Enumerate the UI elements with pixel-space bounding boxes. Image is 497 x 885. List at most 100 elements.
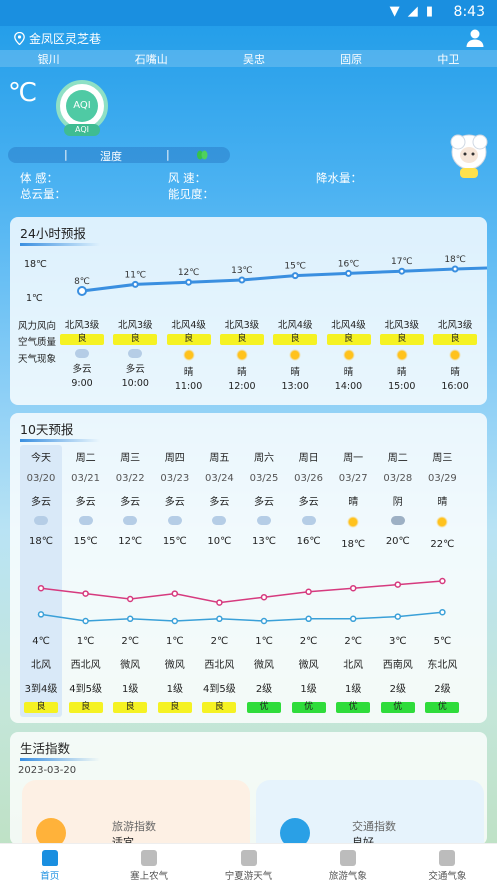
- hourly-aq-badge: 良: [166, 334, 211, 345]
- hourly-aq-badge: 良: [219, 334, 264, 345]
- daily-aq-row: 良: [108, 701, 152, 713]
- daily-aq-badge: 良: [24, 702, 58, 713]
- daily-date: 03/27: [338, 473, 368, 484]
- hourly-wind: 北风3级: [64, 320, 100, 331]
- city-tab-3[interactable]: 固原: [340, 52, 363, 66]
- daily-wind-level: 2级: [434, 684, 451, 695]
- daily-wind-dir: 西北风: [70, 660, 101, 671]
- user-profile-icon[interactable]: [465, 28, 485, 48]
- status-bar: ▼ ◢ ▮ 8:43: [0, 0, 497, 26]
- location-selector[interactable]: 金凤区灵芝巷: [14, 30, 101, 47]
- hourly-weather: 晴: [290, 367, 300, 378]
- daily-day: 周三: [432, 453, 453, 464]
- tab-label: 宁夏游天气: [224, 871, 273, 882]
- hourly-temp-label: 17℃: [391, 257, 413, 267]
- daily-wind-level: 2级: [255, 684, 273, 695]
- daily-day: 周一: [343, 453, 364, 464]
- hourly-icon-wrap: [110, 349, 160, 361]
- hourly-aq-badge: 良: [273, 334, 318, 345]
- sun-icon: [395, 349, 408, 361]
- daily-wind-level: 1级: [122, 684, 139, 695]
- hourly-weather: 多云: [72, 364, 92, 375]
- hourly-forecast-card: 24小时预报 18℃ 1℃ 风力风向 空气质量 天气现象 8℃ 11℃ 12℃ 13℃…: [10, 217, 487, 405]
- hourly-temp-point: [185, 278, 193, 286]
- daily-wind-level: 4到5级: [69, 684, 102, 695]
- hourly-time: 15:00: [388, 381, 416, 392]
- humidity-label: 湿度: [100, 150, 122, 163]
- hourly-weather: 晴: [237, 367, 247, 378]
- row-label-weather: 天气现象: [18, 354, 57, 365]
- daily-low-point: [37, 611, 45, 618]
- daily-wind-level: 1级: [300, 684, 317, 695]
- daily-high: 12℃: [118, 536, 143, 547]
- city-tab-0[interactable]: 银川: [37, 52, 60, 66]
- daily-low-point: [260, 617, 268, 625]
- hourly-temp-label: 15℃: [284, 262, 306, 272]
- bottom-tab-bar: 首页 塞上农气 宁夏游天气 旅游气象 交通气象: [0, 843, 497, 885]
- daily-wind-level: 3到4级: [24, 684, 58, 695]
- tab-home[interactable]: 首页: [0, 844, 99, 885]
- daily-aq-badge: 良: [113, 702, 148, 713]
- hourly-col: 北风3级良多云 9:00: [57, 317, 107, 389]
- status-time: 8:43: [453, 4, 485, 20]
- hourly-col: 北风3级良晴 12:00: [217, 317, 267, 392]
- daily-wind-dir: 微风: [298, 660, 319, 671]
- daily-date: 03/21: [71, 473, 100, 484]
- hourly-icon-wrap: [164, 349, 214, 364]
- visibility: 能见度：: [168, 187, 214, 201]
- daily-low-point: [394, 613, 402, 620]
- daily-aq-badge: 良: [68, 702, 103, 713]
- daily-date: 03/26: [294, 473, 323, 484]
- city-tab-4[interactable]: 中卫: [437, 52, 460, 66]
- daily-wind-dir: 微风: [254, 660, 274, 671]
- daily-low-point: [126, 615, 134, 623]
- daily-low-point: [216, 615, 223, 623]
- tab-travel[interactable]: 旅游气象: [298, 844, 397, 885]
- daily-day: 周二: [387, 453, 408, 464]
- daily-high: 15℃: [73, 536, 98, 547]
- daily-high-point: [82, 590, 89, 597]
- hourly-wind: 北风3级: [118, 320, 153, 331]
- hourly-wind: 北风3级: [384, 320, 420, 331]
- life-date: 2023-03-20: [18, 765, 77, 776]
- daily-high-point: [171, 590, 179, 597]
- daily-icon-wrap: [64, 516, 108, 528]
- hourly-icon-wrap: [57, 349, 107, 361]
- daily-date: 03/24: [204, 473, 234, 484]
- cloud-icon: [167, 516, 182, 525]
- tab-landmark[interactable]: 宁夏游天气: [199, 844, 298, 885]
- daily-high-point: [439, 577, 446, 585]
- hourly-temp-label: 16℃: [338, 259, 360, 269]
- hourly-wind: 北风4级: [277, 320, 313, 331]
- daily-day: 周日: [298, 453, 319, 464]
- current-temp-unit: ℃: [8, 78, 38, 108]
- city-tab-2[interactable]: 吴忠: [242, 52, 265, 66]
- tab-traffic[interactable]: 交通气象: [398, 844, 497, 885]
- tab-farm[interactable]: 塞上农气: [99, 844, 198, 885]
- daily-title: 10天预报: [20, 419, 101, 442]
- aqi-indicator[interactable]: AQI AQI: [56, 80, 108, 136]
- cloud-icon: [78, 516, 93, 525]
- hourly-aq-row: 良: [164, 333, 214, 345]
- hourly-temp-point: [451, 265, 459, 273]
- daily-aq-badge: 优: [380, 702, 415, 713]
- rainfall: 降水量：: [316, 171, 362, 185]
- daily-high-point: [126, 595, 134, 603]
- daily-day: 周二: [75, 453, 96, 464]
- row-label-aq: 空气质量: [18, 337, 57, 348]
- cloud-icon: [212, 516, 227, 525]
- traffic-index-card[interactable]: 交通指数 良好: [256, 780, 484, 845]
- daily-weather: 多云: [75, 497, 96, 508]
- sun-icon: [347, 516, 360, 528]
- city-tab-1[interactable]: 石嘴山: [134, 52, 168, 66]
- hourly-aq-row: 良: [324, 333, 374, 345]
- humidity-bar: | 湿度 |: [8, 147, 230, 163]
- travel-index-card[interactable]: 旅游指数 适宜: [22, 780, 250, 845]
- daily-high-line: [40, 580, 443, 604]
- cloud-icon: [123, 516, 138, 525]
- hourly-icon-wrap: [377, 349, 427, 364]
- daily-high-point: [216, 599, 223, 606]
- daily-col-bottom: 2℃ 微风 1级优: [287, 636, 331, 713]
- daily-col-top: 周三 03/29 晴 22℃: [420, 449, 464, 550]
- daily-wind-dir: 东北风: [427, 660, 458, 671]
